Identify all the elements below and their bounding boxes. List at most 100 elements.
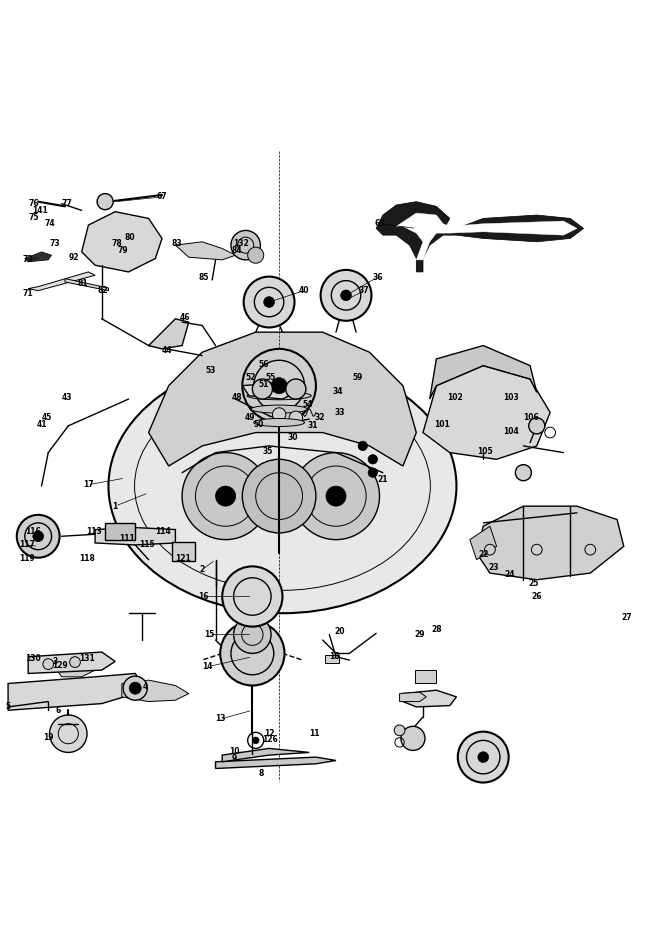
Text: 37: 37	[359, 286, 370, 295]
Text: 103: 103	[503, 393, 519, 403]
Circle shape	[248, 247, 263, 263]
Circle shape	[529, 418, 545, 434]
Text: 5: 5	[5, 703, 11, 711]
Polygon shape	[403, 691, 456, 706]
Polygon shape	[396, 213, 577, 260]
Text: 50: 50	[254, 420, 264, 429]
Text: 83: 83	[171, 240, 182, 248]
Circle shape	[182, 453, 269, 540]
Text: 19: 19	[43, 733, 54, 742]
Circle shape	[222, 567, 282, 626]
Text: 54: 54	[302, 400, 313, 409]
Text: 129: 129	[52, 661, 68, 670]
Circle shape	[368, 468, 378, 477]
Circle shape	[394, 725, 405, 735]
Ellipse shape	[108, 359, 456, 613]
Text: 81: 81	[78, 280, 88, 289]
Polygon shape	[122, 680, 189, 702]
Circle shape	[515, 465, 532, 481]
Text: 48: 48	[232, 393, 243, 403]
Text: 32: 32	[314, 413, 325, 422]
Polygon shape	[175, 241, 236, 260]
Circle shape	[326, 487, 346, 506]
Text: 16: 16	[198, 592, 209, 601]
Text: 34: 34	[332, 387, 343, 395]
Text: 12: 12	[264, 729, 274, 738]
Text: 82: 82	[98, 286, 108, 295]
Circle shape	[231, 230, 260, 260]
Text: 130: 130	[26, 654, 42, 664]
Text: 101: 101	[434, 420, 450, 429]
Polygon shape	[55, 657, 95, 677]
Text: 74: 74	[44, 219, 55, 228]
Text: 13: 13	[216, 715, 226, 723]
FancyBboxPatch shape	[105, 523, 135, 540]
Circle shape	[321, 270, 372, 321]
FancyBboxPatch shape	[172, 542, 196, 561]
Circle shape	[272, 408, 286, 421]
Text: 84: 84	[232, 246, 243, 255]
Circle shape	[478, 752, 489, 762]
Circle shape	[585, 544, 595, 555]
Text: 126: 126	[263, 734, 278, 744]
Text: 15: 15	[204, 630, 214, 639]
Ellipse shape	[251, 405, 307, 413]
Text: 51: 51	[259, 380, 269, 389]
Ellipse shape	[254, 418, 304, 427]
Text: 73: 73	[50, 240, 60, 248]
Circle shape	[289, 411, 302, 424]
Text: 31: 31	[307, 421, 318, 431]
Text: 75: 75	[28, 212, 39, 222]
Text: 22: 22	[478, 550, 489, 559]
Text: 116: 116	[26, 528, 42, 536]
Circle shape	[458, 732, 509, 783]
Circle shape	[243, 349, 316, 422]
FancyBboxPatch shape	[415, 670, 436, 683]
Text: 21: 21	[378, 475, 388, 484]
Text: 117: 117	[19, 541, 35, 550]
Text: 10: 10	[229, 747, 239, 756]
Text: 111: 111	[120, 534, 135, 542]
Circle shape	[485, 544, 495, 555]
Text: 20: 20	[334, 627, 345, 636]
Text: 102: 102	[448, 393, 463, 403]
Text: 28: 28	[431, 625, 442, 635]
Text: 114: 114	[155, 528, 171, 536]
Text: 44: 44	[162, 347, 173, 355]
Text: 6: 6	[56, 706, 61, 715]
Circle shape	[341, 290, 351, 301]
Circle shape	[123, 676, 147, 700]
Ellipse shape	[247, 391, 311, 400]
Text: 30: 30	[287, 433, 298, 443]
Polygon shape	[470, 527, 497, 560]
Polygon shape	[400, 692, 426, 702]
Text: 59: 59	[352, 373, 363, 382]
Text: 53: 53	[205, 366, 215, 376]
Text: 27: 27	[622, 613, 632, 623]
Circle shape	[253, 737, 259, 744]
Text: 35: 35	[263, 446, 273, 456]
Text: 40: 40	[298, 286, 309, 295]
Circle shape	[97, 194, 113, 210]
Text: 113: 113	[86, 528, 101, 536]
Text: 56: 56	[259, 360, 269, 369]
Polygon shape	[149, 319, 189, 349]
Polygon shape	[423, 365, 550, 459]
Text: 8: 8	[258, 769, 263, 778]
Text: 43: 43	[62, 393, 72, 403]
Circle shape	[244, 277, 294, 327]
Circle shape	[43, 659, 54, 669]
Circle shape	[368, 455, 378, 464]
Text: 24: 24	[505, 569, 515, 579]
FancyBboxPatch shape	[325, 655, 339, 664]
Text: 25: 25	[528, 579, 539, 587]
Text: 3: 3	[52, 657, 58, 665]
Text: 11: 11	[309, 729, 320, 738]
Text: 105: 105	[476, 446, 493, 456]
Circle shape	[220, 622, 284, 686]
Polygon shape	[216, 757, 336, 769]
Text: 55: 55	[265, 373, 276, 382]
Text: 26: 26	[532, 592, 542, 601]
Text: 52: 52	[245, 373, 255, 382]
Text: 68: 68	[374, 219, 385, 228]
